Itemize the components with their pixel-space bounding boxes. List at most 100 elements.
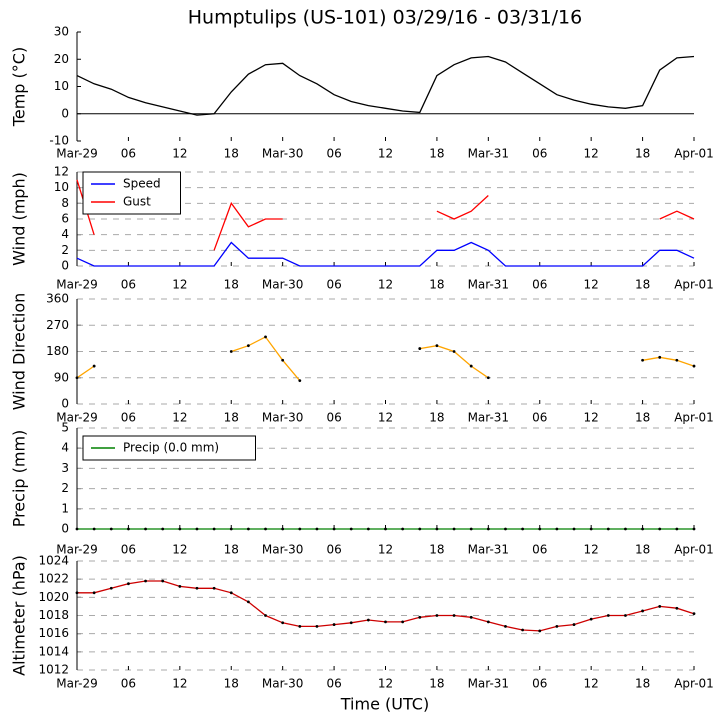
point-marker: [246, 344, 250, 348]
x-tick-label: 06: [121, 278, 136, 292]
x-tick-label: 18: [224, 543, 239, 557]
y-tick-label: 1020: [38, 590, 69, 604]
x-tick-label: 06: [326, 411, 341, 425]
x-tick-label: Mar-30: [262, 278, 303, 292]
point-marker: [298, 527, 302, 531]
x-tick-label: 12: [584, 677, 599, 691]
y-tick-label: 30: [54, 25, 69, 39]
x-tick-label: 18: [429, 543, 444, 557]
x-tick-label: 18: [429, 677, 444, 691]
y-tick-label: 10: [54, 79, 69, 93]
point-marker: [178, 585, 182, 588]
x-tick-label: 12: [378, 677, 393, 691]
x-tick-label: Apr-01: [674, 543, 714, 557]
y-axis-label: Altimeter (hPa): [10, 555, 29, 676]
y-tick-label: 5: [61, 421, 69, 435]
y-tick-label: -10: [49, 134, 69, 148]
x-tick-label: 12: [172, 543, 187, 557]
point-marker: [435, 614, 439, 617]
point-marker: [127, 582, 130, 586]
point-marker: [538, 527, 542, 531]
x-tick-label: 06: [121, 411, 136, 425]
point-marker: [692, 527, 696, 531]
point-marker: [264, 527, 267, 531]
point-marker: [246, 527, 250, 531]
y-axis-label: Precip (mm): [10, 430, 29, 528]
legend-label: Speed: [123, 177, 161, 191]
x-tick-label: 06: [532, 411, 547, 425]
y-axis-label: Wind (mph): [10, 172, 29, 266]
point-marker: [486, 527, 490, 531]
x-tick-label: Mar-30: [262, 677, 303, 691]
y-tick-label: 1016: [38, 626, 69, 640]
point-marker: [401, 620, 405, 624]
x-tick-label: Mar-29: [56, 677, 97, 691]
y-tick-label: 4: [61, 441, 69, 455]
point-marker: [161, 527, 165, 531]
x-tick-label: 18: [224, 147, 239, 161]
x-tick-label: Mar-30: [262, 543, 303, 557]
x-tick-label: Mar-29: [56, 147, 97, 161]
x-tick-label: 18: [429, 147, 444, 161]
point-marker: [178, 527, 182, 531]
point-marker: [229, 527, 233, 531]
point-marker: [75, 376, 79, 380]
point-marker: [229, 350, 233, 353]
point-marker: [109, 527, 113, 531]
y-tick-label: 90: [54, 370, 69, 384]
x-tick-label: 12: [378, 278, 393, 292]
point-marker: [606, 527, 610, 531]
y-tick-label: 0: [61, 522, 69, 536]
point-marker: [281, 621, 285, 625]
x-tick-label: 18: [635, 147, 650, 161]
point-marker: [641, 609, 644, 613]
point-marker: [332, 623, 336, 626]
point-marker: [384, 620, 387, 624]
x-tick-label: Mar-29: [56, 278, 97, 292]
point-marker: [572, 623, 576, 626]
point-marker: [435, 527, 439, 531]
point-marker: [315, 527, 319, 531]
x-tick-label: 18: [635, 677, 650, 691]
point-marker: [144, 527, 147, 531]
point-marker: [212, 586, 216, 590]
x-axis-label: Time (UTC): [340, 695, 429, 714]
point-marker: [315, 625, 319, 628]
point-marker: [452, 350, 456, 353]
x-tick-label: Apr-01: [674, 147, 714, 161]
x-tick-label: 12: [584, 543, 599, 557]
x-tick-label: 12: [378, 147, 393, 161]
x-tick-label: Mar-31: [468, 677, 509, 691]
y-tick-label: 0: [61, 259, 69, 273]
series-line: [76, 336, 695, 382]
x-tick-label: Mar-31: [468, 411, 509, 425]
point-marker: [658, 527, 662, 531]
point-marker: [692, 612, 696, 616]
point-marker: [144, 579, 147, 583]
legend-box: [82, 171, 181, 215]
x-tick-label: 18: [429, 411, 444, 425]
x-tick-label: 06: [532, 278, 547, 292]
x-tick-label: 18: [635, 543, 650, 557]
point-marker: [384, 527, 387, 531]
x-tick-label: Apr-01: [674, 411, 714, 425]
x-tick-label: 12: [172, 411, 187, 425]
point-marker: [641, 527, 644, 531]
point-marker: [521, 628, 525, 632]
y-tick-label: 270: [46, 318, 69, 332]
x-tick-label: 12: [172, 677, 187, 691]
point-marker: [452, 527, 456, 531]
point-marker: [658, 605, 662, 608]
point-marker: [469, 364, 473, 368]
point-marker: [589, 527, 593, 531]
point-marker: [435, 344, 439, 348]
series-line: [77, 580, 695, 632]
x-tick-label: 06: [121, 677, 136, 691]
x-tick-label: 06: [532, 677, 547, 691]
x-tick-label: Apr-01: [674, 278, 714, 292]
x-tick-label: Mar-31: [468, 543, 509, 557]
point-marker: [127, 527, 130, 531]
y-tick-label: 1024: [38, 554, 69, 568]
x-tick-label: 18: [224, 278, 239, 292]
